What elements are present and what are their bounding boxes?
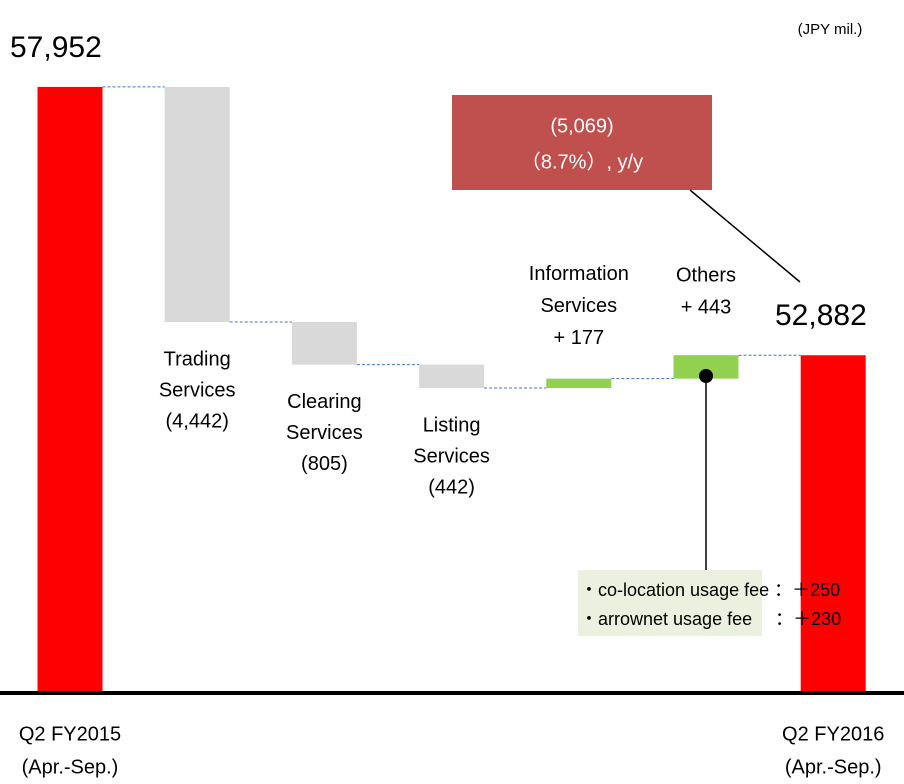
category-label: Clearing [287, 391, 361, 413]
category-label: Listing [423, 414, 481, 436]
bar [37, 86, 103, 693]
value-label: 57,952 [10, 31, 102, 64]
category-label: Services [286, 422, 363, 444]
bar [291, 322, 357, 365]
bar [800, 355, 866, 693]
callout-pointer [689, 189, 801, 283]
bar [673, 355, 739, 379]
bar [164, 86, 230, 323]
note-box [578, 570, 762, 636]
value-label: (805) [301, 453, 348, 475]
value-label: + 177 [553, 327, 604, 349]
bar [419, 364, 485, 389]
x-tick-label: (Apr.-Sep.) [785, 756, 882, 778]
value-label: (4,442) [166, 410, 229, 432]
category-label: Trading [164, 348, 231, 370]
category-label: Services [159, 379, 236, 401]
callout-text: (5,069) [550, 115, 613, 137]
note-text: ・arrownet usage fee ：＋230 [580, 609, 841, 629]
note-text: ・co-location usage fee ：＋250 [580, 580, 840, 600]
value-label: 52,882 [775, 299, 867, 332]
value-label: + 443 [681, 296, 732, 318]
x-tick-label: Q2 FY2015 [19, 723, 121, 745]
x-tick-label: (Apr.-Sep.) [22, 756, 119, 778]
callout-box [452, 95, 712, 190]
unit-label: (JPY mil.) [798, 21, 863, 38]
value-label: (442) [428, 476, 475, 498]
note-dot [699, 369, 713, 383]
category-label: Services [540, 295, 617, 317]
category-label: Others [676, 264, 736, 286]
category-label: Information [529, 263, 629, 285]
bar [546, 378, 612, 389]
callout-text: （8.7%）, y/y [521, 150, 643, 173]
x-tick-label: Q2 FY2016 [782, 723, 884, 745]
category-label: Services [413, 445, 490, 467]
